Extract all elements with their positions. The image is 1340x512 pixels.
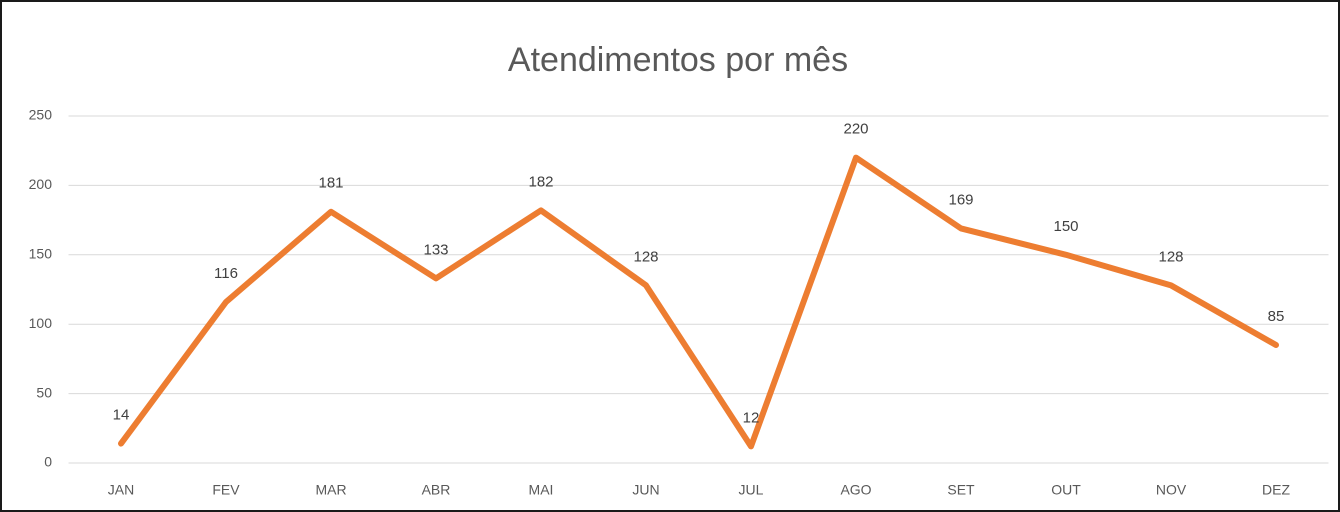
x-tick-label: MAR [315,482,346,498]
data-label: 150 [1053,218,1078,235]
x-tick-label: ABR [422,482,451,498]
data-label: 128 [633,248,658,265]
data-label: 182 [528,173,553,190]
x-tick-label: SET [947,482,975,498]
data-label: 85 [1268,308,1285,325]
data-line [118,154,1279,450]
data-label: 133 [423,241,448,258]
x-tick-label: NOV [1156,482,1187,498]
x-tick-label: AGO [840,482,871,498]
x-tick-label: FEV [212,482,240,498]
data-label: 14 [113,407,130,424]
data-label: 169 [948,191,973,208]
data-label: 181 [318,175,343,192]
x-tick-label: JUN [632,482,659,498]
y-tick-label: 200 [29,176,53,192]
x-tick-label: DEZ [1262,482,1290,498]
y-tick-label: 100 [29,315,53,331]
data-label: 128 [1158,248,1183,265]
x-tick-label: MAI [529,482,554,498]
y-tick-label: 250 [29,107,53,123]
y-tick-label: 0 [44,454,52,470]
data-label: 116 [214,265,238,282]
y-tick-label: 50 [36,384,52,400]
chart-title: Atendimentos por mês [508,41,848,79]
data-label: 12 [743,409,760,426]
x-tick-label: OUT [1051,482,1081,498]
x-tick-label: JAN [108,482,134,498]
y-tick-label: 150 [29,246,53,262]
data-label: 220 [843,121,868,138]
x-tick-label: JUL [739,482,764,498]
